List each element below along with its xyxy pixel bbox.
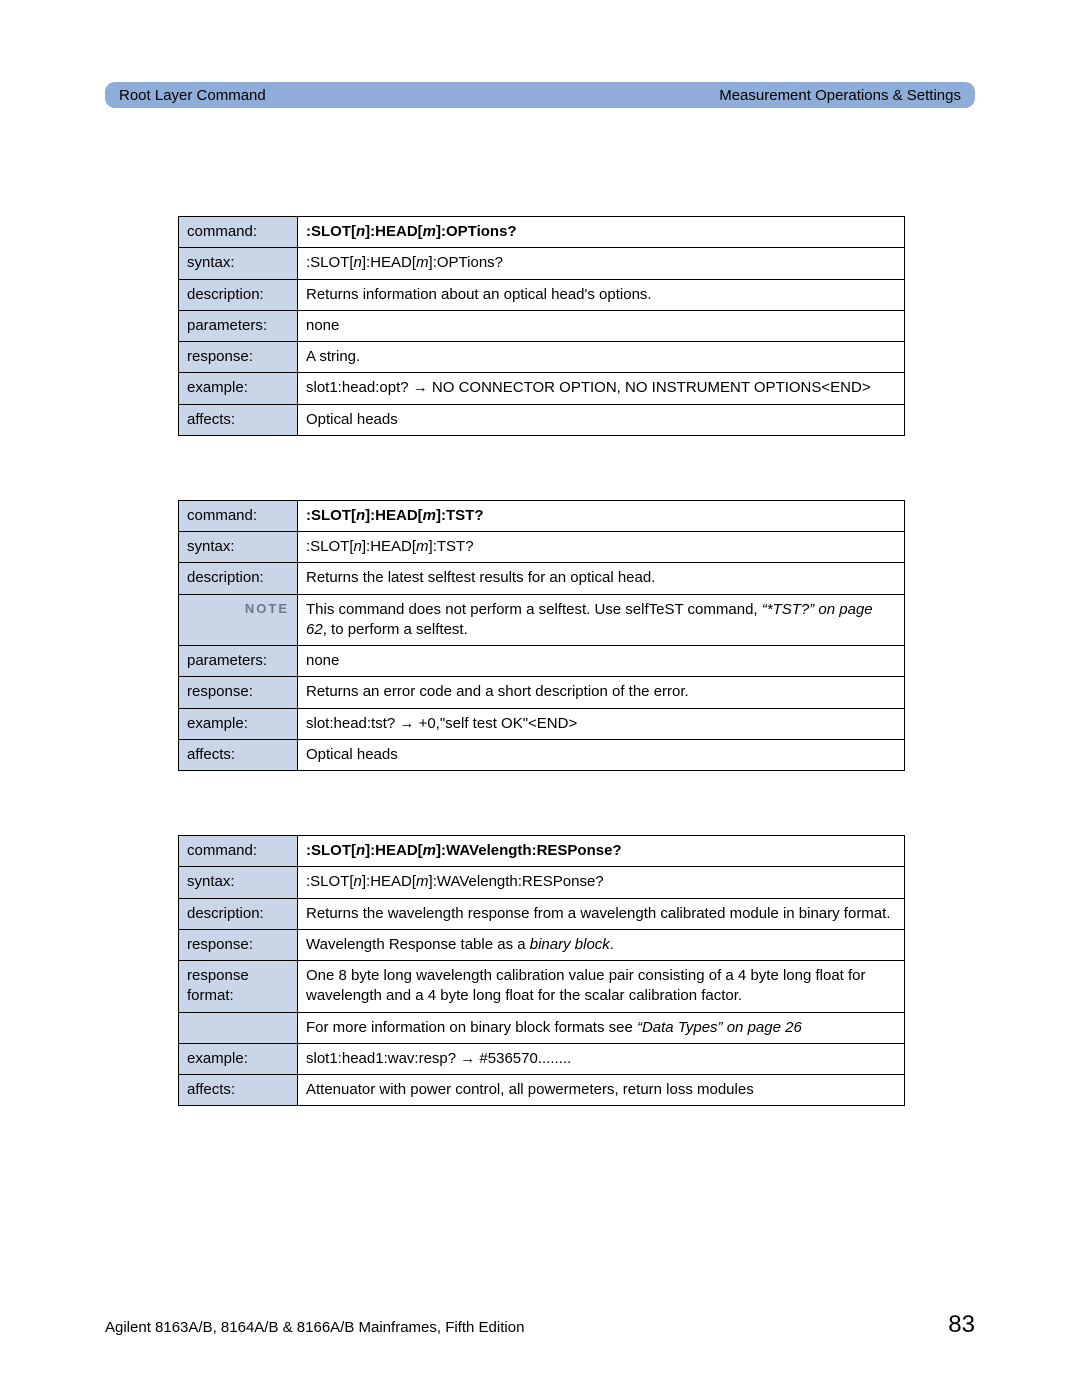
table-row: response:Wavelength Response table as a …	[179, 929, 905, 960]
page-number: 83	[948, 1311, 975, 1339]
table-row: syntax::SLOT[n]:HEAD[m]:WAVelength:RESPo…	[179, 867, 905, 898]
row-value: Returns an error code and a short descri…	[298, 677, 905, 708]
row-value: :SLOT[n]:HEAD[m]:WAVelength:RESPonse?	[298, 836, 905, 867]
row-value: A string.	[298, 342, 905, 373]
row-label	[179, 1012, 298, 1043]
table-row: description:Returns the latest selftest …	[179, 563, 905, 594]
table-row: command::SLOT[n]:HEAD[m]:WAVelength:RESP…	[179, 836, 905, 867]
row-label: example:	[179, 708, 298, 739]
row-label: parameters:	[179, 646, 298, 677]
row-label: command:	[179, 500, 298, 531]
table-row: syntax::SLOT[n]:HEAD[m]:OPTions?	[179, 248, 905, 279]
table-row: description:Returns information about an…	[179, 279, 905, 310]
row-label: description:	[179, 563, 298, 594]
row-label: description:	[179, 898, 298, 929]
row-value: :SLOT[n]:HEAD[m]:OPTions?	[298, 248, 905, 279]
row-value: none	[298, 310, 905, 341]
table-row: example:slot:head:tst? → +0,"self test O…	[179, 708, 905, 739]
row-value: Optical heads	[298, 739, 905, 770]
header-left: Root Layer Command	[119, 87, 266, 104]
tables-container: command::SLOT[n]:HEAD[m]:OPTions?syntax:…	[105, 216, 975, 1106]
row-value: Attenuator with power control, all power…	[298, 1075, 905, 1106]
row-value: :SLOT[n]:HEAD[m]:OPTions?	[298, 217, 905, 248]
page: Root Layer Command Measurement Operation…	[0, 0, 1080, 1230]
header-right: Measurement Operations & Settings	[719, 87, 961, 104]
table-row: response:Returns an error code and a sho…	[179, 677, 905, 708]
row-label: syntax:	[179, 532, 298, 563]
table-row: affects:Optical heads	[179, 404, 905, 435]
row-label: command:	[179, 217, 298, 248]
row-value: Optical heads	[298, 404, 905, 435]
row-label: affects:	[179, 739, 298, 770]
table-row: For more information on binary block for…	[179, 1012, 905, 1043]
table-row: response format:One 8 byte long waveleng…	[179, 961, 905, 1013]
row-value: :SLOT[n]:HEAD[m]:TST?	[298, 532, 905, 563]
table-row: parameters:none	[179, 310, 905, 341]
table-row: syntax::SLOT[n]:HEAD[m]:TST?	[179, 532, 905, 563]
header-bar: Root Layer Command Measurement Operation…	[105, 82, 975, 108]
row-value: Returns the wavelength response from a w…	[298, 898, 905, 929]
row-value: :SLOT[n]:HEAD[m]:WAVelength:RESPonse?	[298, 867, 905, 898]
table-row: affects:Attenuator with power control, a…	[179, 1075, 905, 1106]
row-label: parameters:	[179, 310, 298, 341]
table-row: example:slot1:head1:wav:resp? → #536570.…	[179, 1043, 905, 1074]
row-value: :SLOT[n]:HEAD[m]:TST?	[298, 500, 905, 531]
table-row: example:slot1:head:opt? → NO CONNECTOR O…	[179, 373, 905, 404]
table-row: parameters:none	[179, 646, 905, 677]
command-table: command::SLOT[n]:HEAD[m]:OPTions?syntax:…	[178, 216, 905, 436]
row-value: slot:head:tst? → +0,"self test OK"<END>	[298, 708, 905, 739]
table-row: NOTEThis command does not perform a self…	[179, 594, 905, 646]
row-label-note: NOTE	[179, 594, 298, 646]
row-value: slot1:head:opt? → NO CONNECTOR OPTION, N…	[298, 373, 905, 404]
footer-text: Agilent 8163A/B, 8164A/B & 8166A/B Mainf…	[105, 1319, 524, 1336]
row-label: syntax:	[179, 867, 298, 898]
table-row: command::SLOT[n]:HEAD[m]:OPTions?	[179, 217, 905, 248]
row-value: Wavelength Response table as a binary bl…	[298, 929, 905, 960]
row-value: Returns information about an optical hea…	[298, 279, 905, 310]
row-label: affects:	[179, 404, 298, 435]
row-label: command:	[179, 836, 298, 867]
row-value: none	[298, 646, 905, 677]
table-row: response:A string.	[179, 342, 905, 373]
row-value: slot1:head1:wav:resp? → #536570........	[298, 1043, 905, 1074]
row-value: One 8 byte long wavelength calibration v…	[298, 961, 905, 1013]
row-label: example:	[179, 1043, 298, 1074]
row-label: response:	[179, 929, 298, 960]
table-row: affects:Optical heads	[179, 739, 905, 770]
row-label: response format:	[179, 961, 298, 1013]
row-value: For more information on binary block for…	[298, 1012, 905, 1043]
row-label: response:	[179, 677, 298, 708]
footer: Agilent 8163A/B, 8164A/B & 8166A/B Mainf…	[105, 1311, 975, 1339]
row-label: example:	[179, 373, 298, 404]
row-label: syntax:	[179, 248, 298, 279]
row-label: response:	[179, 342, 298, 373]
command-table: command::SLOT[n]:HEAD[m]:TST?syntax::SLO…	[178, 500, 905, 771]
row-label: affects:	[179, 1075, 298, 1106]
row-value: Returns the latest selftest results for …	[298, 563, 905, 594]
row-label: description:	[179, 279, 298, 310]
table-row: description:Returns the wavelength respo…	[179, 898, 905, 929]
table-row: command::SLOT[n]:HEAD[m]:TST?	[179, 500, 905, 531]
row-value: This command does not perform a selftest…	[298, 594, 905, 646]
command-table: command::SLOT[n]:HEAD[m]:WAVelength:RESP…	[178, 835, 905, 1106]
